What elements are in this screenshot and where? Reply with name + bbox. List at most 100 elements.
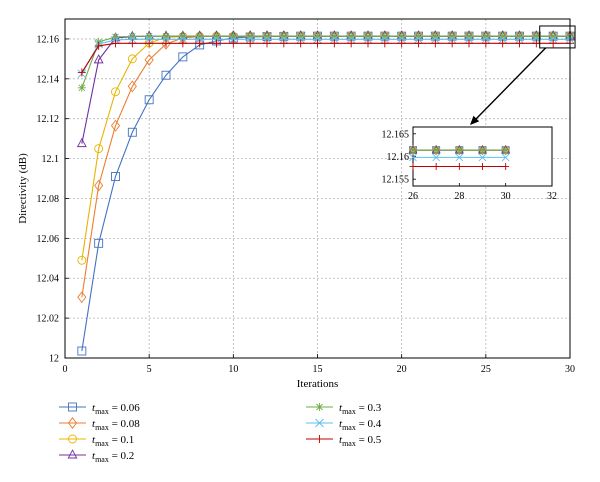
data-point bbox=[246, 39, 255, 48]
series-plus bbox=[77, 39, 574, 77]
data-point bbox=[77, 291, 87, 304]
data-point bbox=[408, 144, 418, 156]
legend-label: tmax = 0.08 bbox=[92, 418, 140, 432]
data-point bbox=[380, 39, 389, 48]
data-point bbox=[502, 146, 510, 154]
data-point bbox=[178, 39, 187, 48]
data-point bbox=[501, 153, 510, 162]
y-tick-label: 12.08 bbox=[37, 194, 60, 205]
data-point bbox=[195, 32, 204, 41]
legend-entry: tmax = 0.08 bbox=[59, 417, 140, 432]
axes: 0 5 10 15 20 25 30 12 12.02 12.04 12.06 12.08 12.1 12… bbox=[37, 34, 576, 375]
data-point bbox=[296, 32, 305, 41]
data-point bbox=[127, 127, 137, 137]
data-point bbox=[94, 179, 104, 192]
inset-x-tick-label: 26 bbox=[408, 191, 418, 202]
data-point bbox=[77, 346, 87, 356]
y-tick-label: 12 bbox=[49, 354, 59, 365]
data-point bbox=[212, 39, 221, 48]
data-point bbox=[77, 83, 86, 92]
y-tick-label: 12.12 bbox=[37, 114, 60, 125]
data-point bbox=[145, 32, 154, 41]
y-tick-label: 12.16 bbox=[37, 34, 60, 45]
data-point bbox=[455, 144, 464, 156]
data-point bbox=[479, 146, 486, 154]
data-point bbox=[110, 119, 121, 132]
data-point bbox=[68, 402, 77, 412]
data-point bbox=[263, 39, 271, 48]
inset-series-asterisk bbox=[409, 146, 510, 154]
zoom-arrow-line bbox=[473, 47, 547, 122]
legend-entry: tmax = 0.1 bbox=[59, 434, 134, 448]
data-point bbox=[532, 32, 541, 41]
data-point bbox=[409, 162, 417, 170]
legend-entry: tmax = 0.4 bbox=[306, 418, 382, 432]
data-point bbox=[212, 32, 221, 41]
data-point bbox=[481, 39, 490, 48]
data-point bbox=[145, 39, 154, 48]
data-point bbox=[549, 39, 558, 48]
data-point bbox=[330, 39, 339, 48]
data-point bbox=[144, 53, 154, 66]
y-tick-label: 12.14 bbox=[37, 74, 60, 85]
y-tick-label: 12.02 bbox=[37, 314, 60, 325]
data-point bbox=[128, 39, 137, 48]
legend-label: tmax = 0.1 bbox=[92, 434, 134, 448]
data-point bbox=[315, 418, 324, 428]
data-point bbox=[330, 32, 339, 41]
data-point bbox=[195, 39, 204, 48]
series-line bbox=[81, 35, 570, 352]
data-point bbox=[414, 32, 423, 41]
data-point bbox=[432, 162, 440, 170]
x-tick-label: 0 bbox=[63, 364, 68, 375]
data-point bbox=[127, 54, 137, 64]
grid bbox=[65, 19, 570, 358]
series-line bbox=[81, 35, 570, 88]
data-point bbox=[501, 144, 510, 156]
data-point bbox=[229, 39, 238, 48]
data-point bbox=[455, 146, 463, 154]
data-point bbox=[229, 32, 238, 41]
data-point bbox=[431, 32, 440, 41]
inset-y-tick-label: 12.165 bbox=[382, 129, 410, 140]
x-tick-label: 30 bbox=[565, 364, 575, 375]
inset-y-tick-label: 12.155 bbox=[382, 175, 410, 186]
data-point bbox=[162, 32, 170, 41]
data-point bbox=[111, 39, 120, 48]
data-point bbox=[162, 39, 170, 48]
x-tick-label: 25 bbox=[481, 364, 491, 375]
series-line bbox=[81, 42, 570, 73]
legend-entry: tmax = 0.06 bbox=[59, 402, 140, 416]
data-point bbox=[161, 70, 171, 80]
data-point bbox=[380, 32, 389, 41]
data-point bbox=[296, 39, 305, 48]
data-point bbox=[549, 32, 558, 41]
data-point bbox=[128, 32, 137, 41]
legend-label: tmax = 0.4 bbox=[339, 418, 382, 432]
data-point bbox=[409, 146, 417, 154]
data-point bbox=[502, 162, 510, 170]
data-point bbox=[93, 54, 104, 64]
inset-chart: 26 28 30 32 12.155 12.16 12.165 bbox=[382, 126, 557, 202]
data-point bbox=[455, 153, 464, 162]
x-tick-label: 15 bbox=[313, 364, 323, 375]
zoom-box bbox=[539, 25, 576, 49]
data-point bbox=[111, 172, 120, 181]
data-point bbox=[397, 39, 406, 48]
data-point bbox=[364, 32, 372, 41]
data-point bbox=[448, 32, 457, 41]
data-point bbox=[532, 39, 541, 48]
data-point bbox=[448, 39, 457, 48]
legend-label: tmax = 0.3 bbox=[339, 402, 382, 416]
inset-y-tick-label: 12.16 bbox=[387, 152, 410, 163]
data-point bbox=[465, 39, 473, 48]
data-point bbox=[315, 403, 324, 411]
data-point bbox=[313, 39, 322, 48]
legend-entry: tmax = 0.2 bbox=[59, 449, 134, 464]
data-point bbox=[77, 68, 86, 77]
data-point bbox=[478, 144, 487, 156]
data-point bbox=[478, 153, 487, 162]
data-point bbox=[279, 39, 288, 48]
data-point bbox=[111, 87, 120, 97]
